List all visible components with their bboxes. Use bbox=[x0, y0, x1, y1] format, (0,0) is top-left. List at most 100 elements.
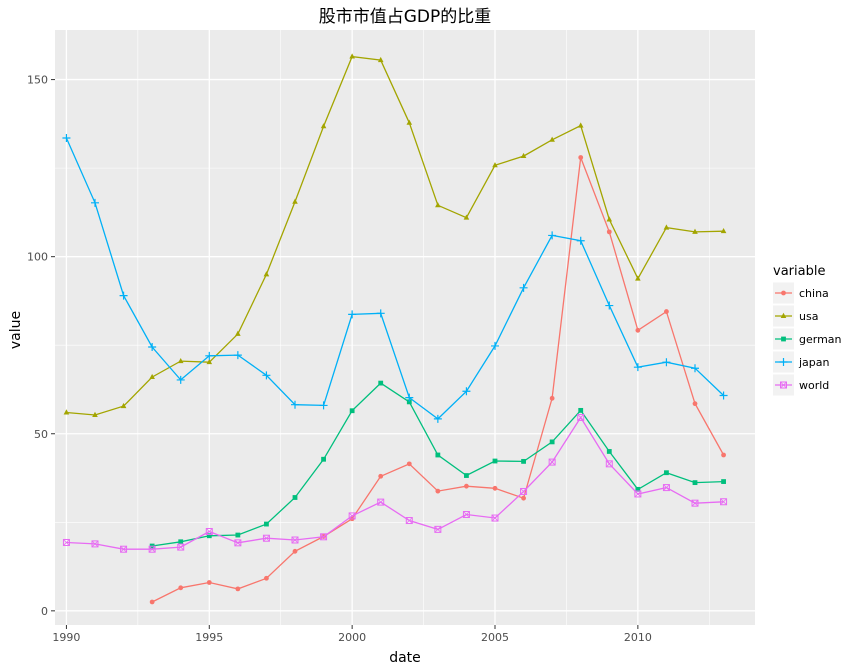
usa-point bbox=[320, 123, 327, 129]
legend-key-marker bbox=[781, 336, 786, 342]
china-point bbox=[235, 586, 241, 592]
usa-point bbox=[406, 119, 413, 125]
world-point bbox=[148, 545, 156, 553]
usa-point bbox=[435, 202, 441, 208]
series-layer bbox=[62, 53, 728, 605]
world-point bbox=[120, 545, 128, 553]
china-point bbox=[435, 488, 441, 494]
japan-point bbox=[205, 351, 214, 360]
series-china bbox=[149, 155, 726, 605]
x-tick-label: 2005 bbox=[481, 631, 509, 644]
china-point bbox=[378, 473, 384, 479]
legend-label: china bbox=[799, 287, 829, 300]
japan-point bbox=[262, 371, 271, 380]
world-point bbox=[405, 517, 413, 525]
japan-point bbox=[691, 364, 699, 373]
legend-item-japan: japan bbox=[773, 351, 830, 373]
world-point bbox=[662, 484, 670, 492]
china-point bbox=[521, 495, 526, 501]
world-point bbox=[91, 540, 99, 548]
world-point bbox=[348, 512, 356, 520]
china-point bbox=[549, 395, 555, 401]
world-point bbox=[291, 536, 299, 544]
german-point bbox=[492, 458, 498, 464]
world-point bbox=[634, 490, 642, 498]
japan-point bbox=[376, 309, 385, 318]
usa-line bbox=[66, 55, 724, 416]
japan-point bbox=[519, 283, 528, 292]
world-point bbox=[462, 511, 470, 518]
usa-point bbox=[349, 53, 355, 59]
german-point bbox=[206, 533, 212, 539]
german-point bbox=[321, 456, 326, 462]
german-point bbox=[178, 539, 184, 545]
y-tick-label: 100 bbox=[27, 251, 48, 264]
legend-label: japan bbox=[798, 356, 830, 369]
japan-point bbox=[605, 301, 614, 310]
legend-title: variable bbox=[773, 264, 825, 279]
japan-point bbox=[91, 198, 99, 207]
japan-point bbox=[576, 236, 585, 245]
usa-point bbox=[520, 152, 527, 159]
japan-point bbox=[119, 291, 128, 300]
usa-point bbox=[263, 271, 270, 277]
china-point bbox=[464, 483, 469, 489]
legend: variable china usa german japan world bbox=[773, 264, 842, 396]
world-point bbox=[548, 458, 556, 466]
china-point bbox=[664, 309, 669, 314]
china-point bbox=[492, 485, 498, 491]
world-point bbox=[377, 498, 385, 506]
world-line bbox=[66, 416, 724, 550]
german-point bbox=[235, 532, 241, 538]
world-point bbox=[520, 487, 528, 495]
world-point bbox=[205, 528, 213, 535]
japan-point bbox=[319, 401, 328, 410]
chart-title: 股市市值占GDP的比重 bbox=[319, 7, 492, 27]
legend-key-marker bbox=[781, 290, 786, 296]
usa-point bbox=[92, 411, 98, 417]
world-point bbox=[577, 413, 585, 421]
japan-point bbox=[291, 400, 299, 409]
y-tick-label: 150 bbox=[27, 74, 48, 87]
japan-point bbox=[491, 341, 499, 350]
german-point bbox=[349, 408, 355, 414]
usa-point bbox=[63, 409, 70, 415]
legend-label: world bbox=[799, 379, 829, 392]
world-point bbox=[720, 498, 728, 506]
world-point bbox=[177, 543, 185, 551]
y-tick-label: 0 bbox=[41, 605, 48, 618]
legend-key-marker bbox=[779, 358, 788, 366]
axis-ticks: 1990 1995 2000 2005 2010 0 50 100 150 bbox=[27, 74, 652, 644]
japan-point bbox=[62, 134, 71, 143]
world-point bbox=[234, 539, 242, 547]
legend-item-world: world bbox=[773, 374, 829, 396]
series-japan bbox=[62, 134, 728, 423]
japan-point bbox=[148, 342, 157, 351]
japan-point bbox=[548, 231, 557, 240]
japan-point bbox=[662, 358, 671, 367]
usa-point bbox=[463, 214, 470, 220]
german-point bbox=[292, 495, 298, 500]
usa-point bbox=[492, 162, 498, 168]
usa-point bbox=[149, 373, 155, 380]
usa-point bbox=[292, 198, 298, 204]
german-point bbox=[378, 380, 384, 386]
japan-point bbox=[462, 387, 471, 396]
usa-point bbox=[577, 122, 584, 128]
china-point bbox=[692, 401, 698, 407]
series-usa bbox=[63, 53, 727, 417]
usa-point bbox=[235, 330, 241, 336]
legend-item-german: german bbox=[773, 328, 842, 350]
china-point bbox=[606, 229, 612, 235]
usa-point bbox=[120, 402, 127, 409]
china-point bbox=[178, 585, 184, 591]
y-tick-label: 50 bbox=[34, 428, 48, 441]
german-point bbox=[692, 480, 698, 486]
usa-point bbox=[206, 359, 213, 365]
series-world bbox=[62, 413, 728, 553]
china-point bbox=[292, 548, 298, 554]
german-point bbox=[549, 439, 555, 445]
japan-point bbox=[233, 351, 242, 360]
world-point bbox=[491, 514, 499, 522]
